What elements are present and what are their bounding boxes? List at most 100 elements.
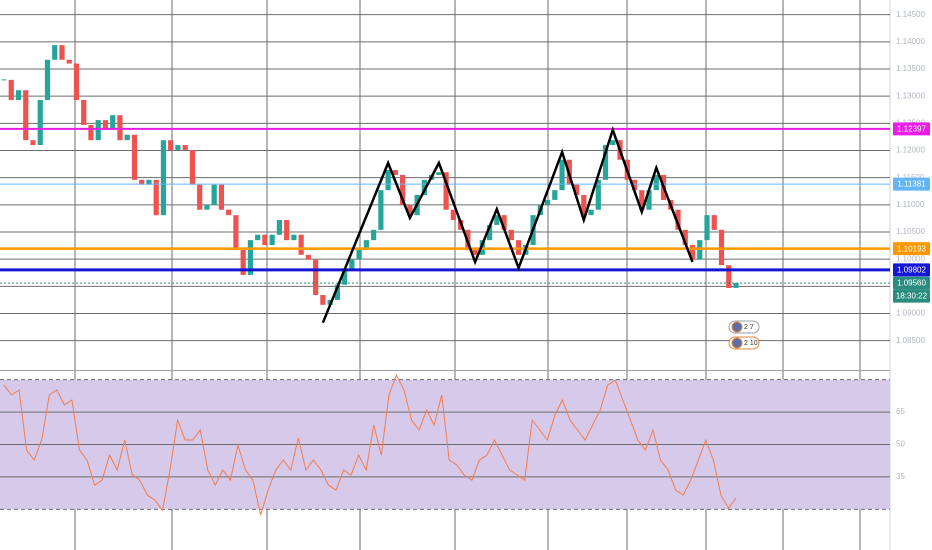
candle	[52, 45, 58, 60]
candle	[646, 190, 652, 210]
candle	[342, 270, 348, 285]
candle	[240, 249, 246, 275]
candle	[124, 134, 130, 141]
candle	[197, 184, 203, 210]
countdown-box	[893, 289, 930, 303]
y-tick-label: 35	[896, 472, 905, 481]
candle	[544, 199, 551, 205]
candle	[1, 79, 7, 81]
candle	[508, 229, 514, 241]
candle	[610, 140, 616, 146]
oscillator-line	[3, 373, 737, 516]
candle	[88, 124, 94, 141]
candle	[153, 179, 159, 216]
candle	[175, 145, 181, 150]
candle	[378, 190, 384, 230]
candle	[37, 99, 43, 146]
candle	[204, 204, 210, 210]
candle	[291, 234, 297, 241]
candle	[450, 209, 456, 221]
candle	[117, 115, 123, 141]
candle	[168, 140, 174, 150]
candle	[95, 120, 101, 141]
candle	[689, 245, 696, 260]
price-label: 1.11381	[897, 180, 926, 189]
price-label-box	[893, 122, 930, 136]
candle	[139, 179, 145, 185]
candle	[371, 229, 377, 241]
y-tick-label: 1.09000	[896, 309, 925, 318]
candle	[711, 215, 717, 230]
candle	[313, 259, 319, 296]
candle	[305, 254, 311, 260]
candle	[146, 179, 152, 185]
candle	[131, 134, 138, 180]
candle	[182, 145, 188, 150]
candle	[44, 59, 51, 100]
candle	[334, 284, 340, 300]
badge-text: 2 7	[744, 324, 754, 331]
badge-icon	[731, 337, 743, 349]
price-label: 1.09802	[897, 266, 926, 275]
candle	[407, 204, 413, 216]
price-label: 1.09560	[897, 279, 926, 288]
candle	[8, 79, 14, 100]
candle	[30, 140, 36, 146]
candle	[392, 170, 398, 175]
candle	[247, 240, 254, 275]
y-tick-label: 1.08500	[896, 336, 925, 345]
countdown: 18:30:22	[896, 292, 928, 301]
candle	[595, 179, 601, 210]
y-tick-label: 1.10000	[896, 254, 925, 263]
candle	[189, 149, 196, 185]
y-tick-label: 50	[896, 440, 905, 449]
price-label-box	[893, 263, 930, 277]
candle	[255, 234, 261, 241]
candle	[486, 224, 493, 241]
candle	[66, 59, 72, 64]
price-label-box	[893, 242, 930, 256]
candle	[682, 229, 688, 246]
candle	[226, 209, 232, 216]
candle	[552, 190, 558, 200]
candle	[363, 240, 369, 250]
price-label-box	[893, 177, 930, 191]
price-label-box	[893, 276, 930, 290]
candle	[276, 220, 283, 235]
candle	[349, 259, 355, 271]
candle	[494, 215, 500, 225]
candle	[59, 45, 65, 60]
price-label: 1.10193	[897, 244, 926, 253]
candle	[421, 179, 427, 196]
badge-icon	[731, 321, 743, 333]
candle	[320, 295, 326, 305]
candle	[102, 120, 109, 130]
candle	[23, 90, 29, 141]
y-tick-label: 1.14000	[896, 37, 925, 46]
candle	[81, 99, 87, 125]
y-tick-label: 1.10500	[896, 227, 925, 236]
candle	[573, 184, 580, 196]
y-tick-label: 65	[896, 407, 905, 416]
zigzag-line	[321, 125, 694, 324]
candle	[472, 249, 478, 255]
y-tick-label: 1.11500	[896, 173, 925, 182]
candle	[581, 195, 587, 216]
candle	[218, 184, 225, 210]
y-tick-label: 1.13500	[896, 64, 925, 73]
candle	[704, 215, 710, 241]
candle	[110, 115, 116, 130]
candle	[269, 234, 275, 246]
candle	[501, 215, 507, 230]
candle	[443, 172, 449, 210]
candle	[733, 283, 739, 288]
candle	[602, 145, 609, 180]
candle	[639, 190, 645, 210]
candle	[675, 209, 681, 230]
y-tick-label: 1.13000	[896, 91, 925, 100]
candle	[726, 265, 732, 288]
candle	[356, 249, 362, 260]
candle	[631, 179, 638, 191]
candle	[400, 174, 406, 205]
